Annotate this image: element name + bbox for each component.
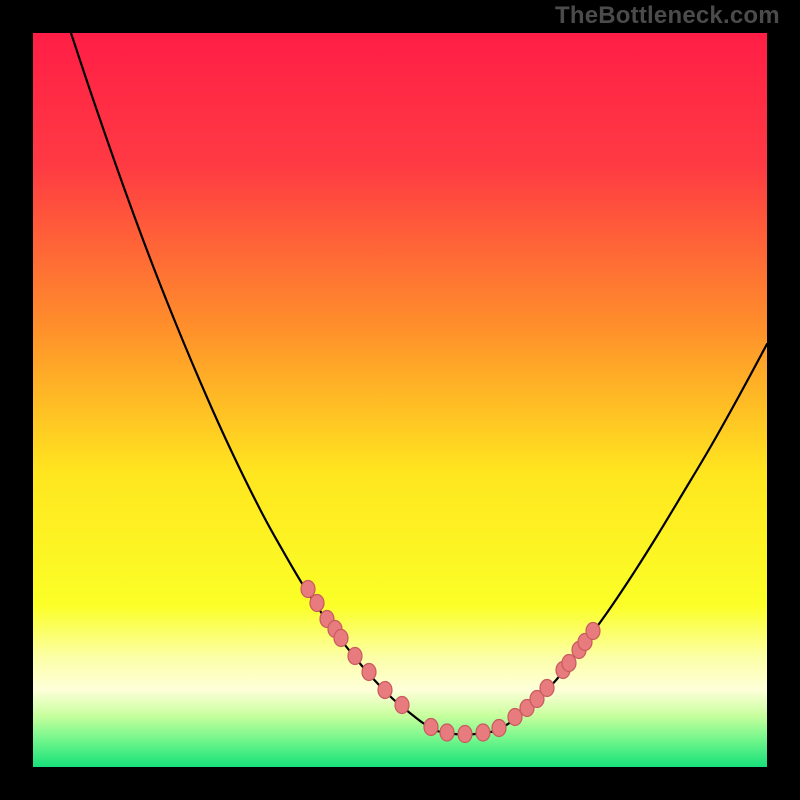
data-marker	[378, 682, 392, 699]
data-marker	[562, 655, 576, 672]
data-marker	[395, 697, 409, 714]
data-marker	[440, 724, 454, 741]
data-marker	[362, 664, 376, 681]
data-marker	[334, 630, 348, 647]
data-marker	[586, 623, 600, 640]
data-marker	[348, 648, 362, 665]
data-marker	[301, 581, 315, 598]
data-marker	[424, 719, 438, 736]
data-marker	[540, 680, 554, 697]
bottleneck-curve	[71, 33, 767, 735]
data-marker	[310, 595, 324, 612]
data-marker	[476, 724, 490, 741]
data-marker	[492, 720, 506, 737]
curve-layer	[33, 33, 767, 767]
watermark-text: TheBottleneck.com	[555, 2, 780, 30]
plot-area	[33, 33, 767, 767]
data-marker	[458, 726, 472, 743]
